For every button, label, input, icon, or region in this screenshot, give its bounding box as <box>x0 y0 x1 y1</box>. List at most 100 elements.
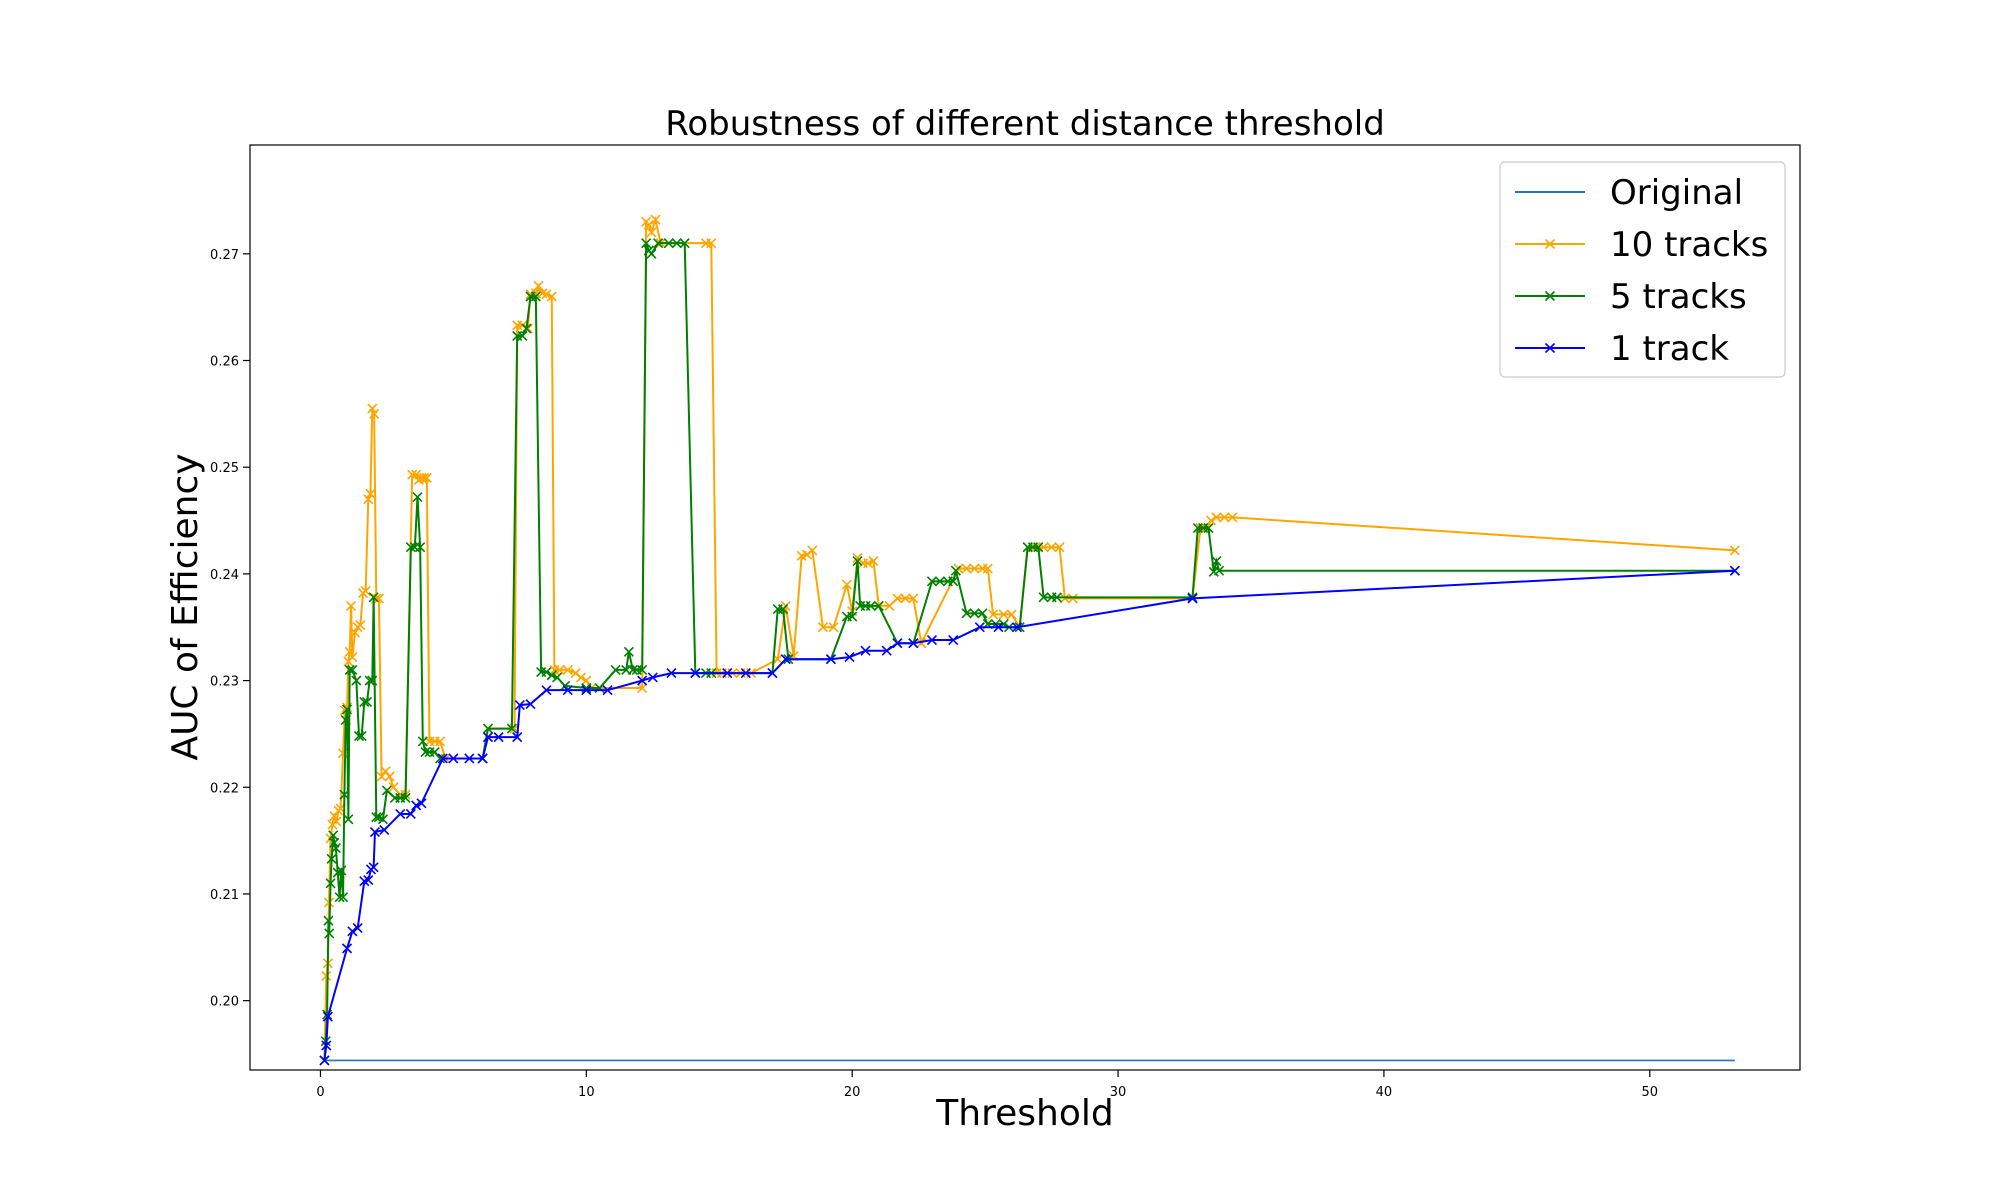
data-point-5-tracks <box>334 892 345 903</box>
data-point-10-tracks <box>331 816 342 827</box>
data-point-10-tracks <box>998 609 1009 620</box>
data-point-10-tracks <box>376 771 387 782</box>
data-point-1-track <box>525 698 536 710</box>
data-point-5-tracks <box>646 248 657 259</box>
data-point-5-tracks <box>777 604 789 615</box>
series-5-tracks <box>319 238 1740 1066</box>
data-point-10-tracks <box>892 593 903 604</box>
data-point-10-tracks <box>363 494 374 505</box>
data-point-5-tracks <box>948 576 959 587</box>
data-point-10-tracks <box>367 403 378 414</box>
data-point-5-tracks <box>339 789 350 800</box>
data-point-10-tracks <box>961 563 972 574</box>
data-point-10-tracks <box>344 646 355 657</box>
data-point-1-track <box>464 753 475 764</box>
data-point-1-track <box>322 1011 333 1022</box>
y-tick-label: 0.22 <box>210 781 239 796</box>
data-point-5-tracks <box>326 853 337 864</box>
y-axis-label: AUC of Efficiency <box>165 453 206 760</box>
data-point-10-tracks <box>384 771 395 782</box>
data-point-5-tracks <box>359 696 370 707</box>
data-point-5-tracks <box>506 723 517 734</box>
data-point-5-tracks <box>517 330 528 342</box>
x-tick-label: 10 <box>578 1085 595 1100</box>
data-point-5-tracks <box>381 785 392 796</box>
data-point-5-tracks <box>679 238 690 249</box>
data-point-1-track <box>319 1055 330 1066</box>
data-point-5-tracks <box>873 600 884 611</box>
data-point-10-tracks <box>347 652 358 663</box>
data-point-1-track <box>767 668 778 679</box>
x-axis-ticks: 0 10 20 30 40 50 <box>316 1070 1658 1100</box>
data-point-10-tracks <box>407 469 418 480</box>
data-point-1-track <box>379 824 390 836</box>
data-point-10-tracks <box>863 558 874 569</box>
y-axis-ticks: 0.20 0.21 0.22 0.23 0.24 0.25 0.26 0.27 <box>210 248 250 1010</box>
data-point-5-tracks <box>367 675 378 686</box>
data-point-5-tracks <box>1211 556 1222 567</box>
data-point-10-tracks <box>554 664 565 675</box>
data-point-5-tracks <box>364 675 375 686</box>
data-point-1-track <box>1011 622 1023 633</box>
data-point-10-tracks <box>533 280 544 291</box>
data-point-1-track <box>581 685 592 696</box>
data-point-5-tracks <box>521 323 532 334</box>
data-point-5-tracks <box>400 792 411 804</box>
data-point-1-track <box>477 753 488 764</box>
data-point-10-tracks <box>1211 512 1222 523</box>
legend-item-10-tracks: 10 tracks <box>1515 225 1768 265</box>
data-point-5-tracks <box>546 670 557 681</box>
data-point-1-track <box>369 827 381 838</box>
legend-item-5-tracks: 5 tracks <box>1515 277 1747 317</box>
data-point-10-tracks <box>419 472 430 483</box>
data-point-5-tracks <box>351 675 362 686</box>
data-point-10-tracks <box>546 291 557 302</box>
data-point-10-tracks <box>355 620 366 631</box>
data-point-10-tracks <box>807 545 818 556</box>
data-point-5-tracks <box>1051 592 1062 603</box>
data-point-5-tracks <box>368 592 379 603</box>
data-point-1-track <box>352 923 363 934</box>
data-point-10-tracks <box>323 897 335 908</box>
data-point-10-tracks <box>1059 593 1070 604</box>
data-point-1-track <box>405 808 416 820</box>
legend-item-original: Original <box>1515 173 1743 213</box>
x-tick-label: 0 <box>316 1085 324 1100</box>
y-tick-label: 0.24 <box>210 568 239 583</box>
data-point-5-tracks <box>353 730 365 742</box>
data-point-5-tracks <box>482 723 494 734</box>
data-point-1-track <box>722 668 733 679</box>
data-point-5-tracks <box>435 753 446 764</box>
data-point-1-track <box>602 685 613 696</box>
data-point-10-tracks <box>1006 609 1017 620</box>
data-point-5-tracks <box>340 714 351 726</box>
data-point-10-tracks <box>345 600 357 611</box>
data-point-1-track <box>1187 593 1198 604</box>
legend-box <box>1499 161 1786 378</box>
y-tick-label: 0.27 <box>210 248 239 263</box>
data-point-10-tracks <box>369 408 380 419</box>
data-point-5-tracks <box>325 878 336 889</box>
data-point-5-tracks <box>969 608 980 619</box>
data-point-5-tracks <box>530 291 541 302</box>
data-point-10-tracks <box>1067 593 1078 604</box>
data-point-1-track <box>368 862 379 873</box>
data-point-5-tracks <box>330 843 341 854</box>
data-point-1-track <box>844 652 855 663</box>
data-point-10-tracks <box>916 638 927 649</box>
x-tick-label: 30 <box>1110 1085 1127 1100</box>
data-point-5-tracks <box>653 238 664 249</box>
legend-label: Original <box>1610 173 1743 213</box>
data-point-10-tracks <box>421 472 432 483</box>
data-point-5-tracks <box>1214 565 1225 576</box>
data-point-5-tracks <box>356 730 367 742</box>
legend-marker <box>1544 290 1556 302</box>
data-point-5-tracks <box>405 542 416 553</box>
data-point-5-tracks <box>847 611 858 622</box>
data-point-1-track <box>740 668 751 679</box>
data-point-1-track <box>993 622 1004 633</box>
data-point-5-tracks <box>977 608 988 619</box>
data-point-5-tracks <box>610 664 621 675</box>
data-point-1-track <box>363 875 374 886</box>
